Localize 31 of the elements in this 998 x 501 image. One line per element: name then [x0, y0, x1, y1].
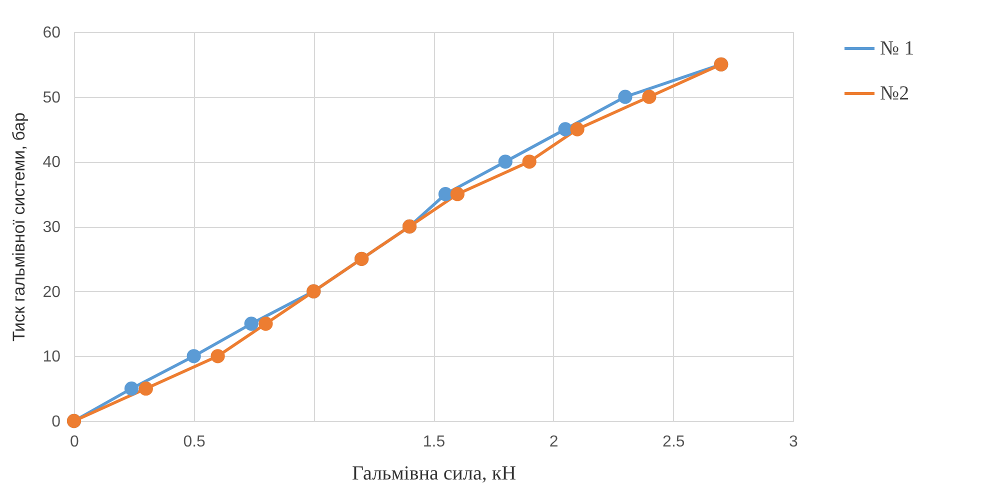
point: [186, 349, 201, 364]
legend-label: № 1: [880, 38, 914, 60]
point: [438, 187, 453, 202]
y-tick-label: 60: [42, 24, 61, 42]
y-tick-label: 40: [42, 154, 61, 172]
point: [498, 154, 512, 169]
point: [618, 90, 632, 104]
point: [522, 154, 536, 169]
legend-label: №2: [880, 82, 910, 104]
x-tick-label: 0: [70, 434, 80, 450]
point: [124, 382, 139, 396]
x-tick-label: 2: [549, 434, 558, 450]
point: [210, 349, 225, 364]
y-tick-label: 30: [42, 219, 61, 236]
point: [570, 122, 584, 136]
x-axis-title: Гальмівна сила, кН: [352, 462, 516, 484]
y-tick-label: 50: [42, 89, 61, 106]
x-tick-label: 3: [789, 434, 798, 450]
point: [642, 90, 656, 104]
x-tick-label: 2.5: [662, 434, 685, 450]
point: [258, 316, 273, 331]
x-tick-label: 0.5: [183, 434, 206, 450]
y-tick-label: 10: [42, 348, 61, 366]
point: [244, 316, 258, 331]
x-tick-label: 1.5: [422, 434, 446, 450]
y-tick-label: 20: [42, 284, 61, 301]
y-tick-label: 0: [52, 414, 61, 430]
point: [558, 122, 572, 136]
point: [138, 382, 153, 396]
y-axis-title: Тиск гальмівної системи, бар: [10, 112, 29, 342]
point: [450, 187, 465, 202]
